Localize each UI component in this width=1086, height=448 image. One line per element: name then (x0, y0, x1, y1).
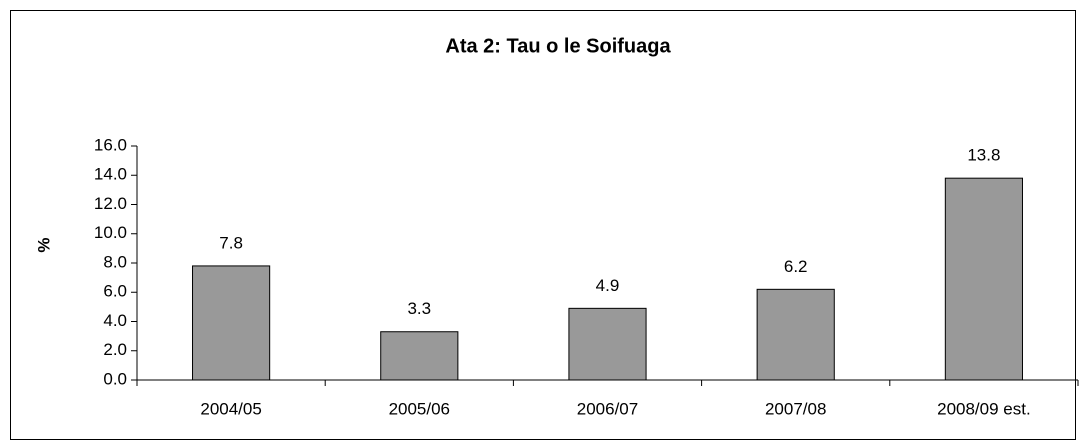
chart-border (10, 10, 1076, 440)
y-tick-label: 4.0 (103, 311, 127, 330)
bar (192, 265, 271, 381)
bar (944, 177, 1023, 381)
x-tick-label: 2004/05 (200, 399, 261, 418)
x-tick-label: 2006/07 (577, 399, 638, 418)
data-label: 4.9 (596, 276, 620, 295)
data-label: 3.3 (407, 299, 431, 318)
data-label: 13.8 (967, 146, 1000, 165)
y-tick-label: 10.0 (94, 223, 127, 242)
y-tick-label: 8.0 (103, 252, 127, 271)
y-tick-label: 0.0 (103, 369, 127, 388)
y-tick-label: 14.0 (94, 165, 127, 184)
x-tick-label: 2005/06 (389, 399, 450, 418)
data-label: 6.2 (784, 257, 808, 276)
bar (380, 331, 459, 381)
x-tick-label: 2007/08 (765, 399, 826, 418)
y-axis-label: % (34, 237, 53, 252)
y-tick-label: 16.0 (94, 135, 127, 154)
bar (756, 288, 835, 381)
chart-title: Ata 2: Tau o le Soifuaga (445, 35, 671, 57)
x-tick-label: 2008/09 est. (937, 399, 1031, 418)
y-tick-label: 6.0 (103, 282, 127, 301)
y-tick-label: 2.0 (103, 340, 127, 359)
bar (568, 307, 647, 381)
y-tick-label: 12.0 (94, 194, 127, 213)
data-label: 7.8 (219, 233, 243, 252)
